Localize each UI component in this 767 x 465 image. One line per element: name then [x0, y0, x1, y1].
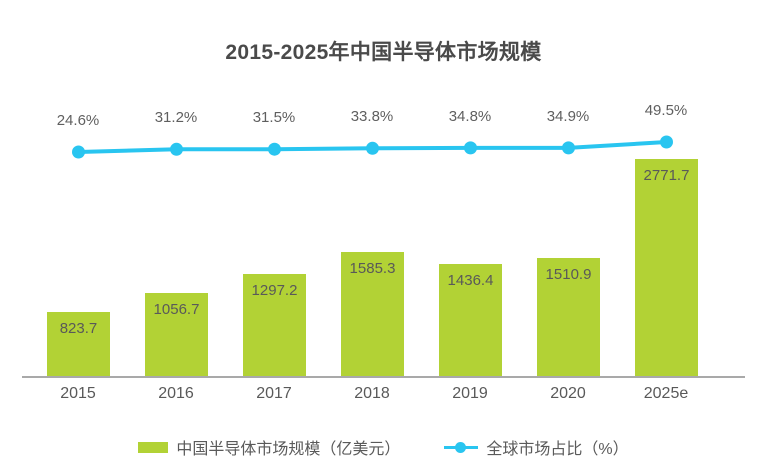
legend-label-market-size: 中国半导体市场规模（亿美元） — [176, 441, 401, 458]
x-tick-2017: 2017 — [256, 385, 292, 402]
legend-label-global-share: 全球市场占比（%） — [486, 441, 629, 458]
bar-value-label: 823.7 — [59, 320, 98, 337]
line-marker-2019[interactable] — [464, 141, 477, 155]
bar-value-label: 1056.7 — [153, 301, 200, 318]
line-marker-2016[interactable] — [170, 142, 183, 156]
pct-label-2016: 31.2% — [154, 109, 198, 127]
bar-2020[interactable]: 1510.9 — [537, 258, 600, 376]
line-marker-2017[interactable] — [268, 142, 281, 156]
bar-2016[interactable]: 1056.7 — [145, 293, 208, 376]
pct-label-2017: 31.5% — [252, 109, 296, 127]
bar-2015[interactable]: 823.7 — [47, 312, 110, 376]
pct-label-2018: 33.8% — [350, 108, 394, 126]
legend-item-global-share[interactable]: 全球市场占比（%） — [444, 435, 629, 459]
chart-title: 2015-2025年中国半导体市场规模 — [225, 41, 542, 64]
x-axis-line — [22, 376, 745, 378]
line-marker-2018[interactable] — [366, 141, 379, 155]
line-swatch-icon — [444, 441, 479, 453]
bar-2017[interactable]: 1297.2 — [243, 274, 306, 376]
x-tick-2025e: 2025e — [643, 385, 689, 402]
x-axis-labels: 2015 2016 2017 2018 2019 2020 2025e — [0, 385, 767, 411]
bar-2025e[interactable]: 2771.7 — [635, 159, 698, 376]
bar-2018[interactable]: 1585.3 — [341, 252, 404, 376]
chart-legend: 中国半导体市场规模（亿美元） 全球市场占比（%） — [0, 432, 767, 462]
bar-swatch-icon — [138, 441, 169, 453]
x-tick-2020: 2020 — [550, 385, 586, 402]
pct-label-2019: 34.8% — [448, 107, 492, 125]
line-marker-2020[interactable] — [562, 141, 575, 155]
bar-2019[interactable]: 1436.4 — [439, 264, 502, 376]
x-tick-2016: 2016 — [158, 385, 194, 402]
legend-item-market-size[interactable]: 中国半导体市场规模（亿美元） — [138, 435, 400, 459]
pct-label-2020: 34.9% — [546, 107, 590, 125]
plot-area: 823.7 1056.7 1297.2 1585.3 1436.4 1510.9… — [0, 90, 767, 380]
global-share-markers[interactable] — [72, 135, 673, 159]
pct-label-2025e: 49.5% — [644, 102, 688, 119]
x-tick-2019: 2019 — [452, 385, 488, 402]
bar-value-label: 2771.7 — [643, 167, 690, 184]
line-marker-2025e[interactable] — [660, 135, 673, 149]
bar-value-label: 1510.9 — [545, 266, 592, 283]
line-series-layer — [72, 135, 673, 159]
x-tick-2015: 2015 — [60, 385, 96, 402]
bar-value-label: 1436.4 — [447, 272, 494, 289]
x-tick-2018: 2018 — [354, 385, 390, 402]
line-marker-2015[interactable] — [72, 145, 85, 159]
pct-label-2015: 24.6% — [56, 112, 100, 129]
bar-value-label: 1297.2 — [251, 282, 298, 299]
bar-value-label: 1585.3 — [349, 260, 396, 277]
